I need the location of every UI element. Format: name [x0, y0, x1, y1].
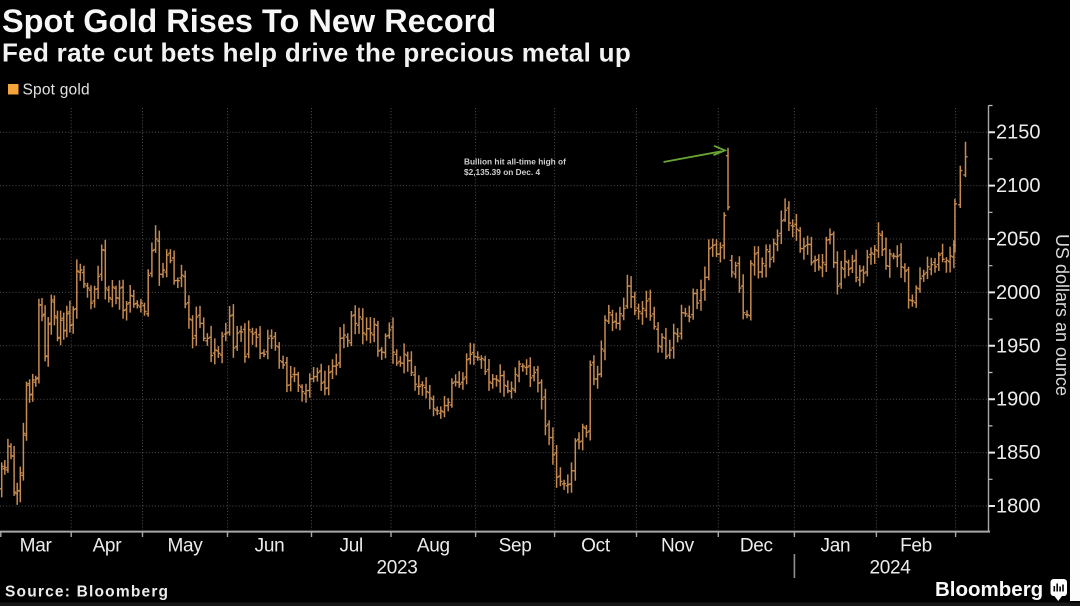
svg-text:Source: Bloomberg: Source: Bloomberg — [5, 584, 169, 601]
svg-text:2023: 2023 — [376, 558, 417, 579]
svg-text:1850: 1850 — [996, 442, 1041, 464]
svg-text:Jun: Jun — [255, 536, 285, 557]
svg-text:2150: 2150 — [996, 122, 1041, 144]
svg-text:Nov: Nov — [661, 536, 695, 557]
svg-text:2050: 2050 — [996, 229, 1041, 251]
svg-text:Bloomberg: Bloomberg — [935, 578, 1043, 601]
svg-text:Jul: Jul — [340, 536, 363, 557]
svg-text:2024: 2024 — [869, 558, 911, 579]
svg-text:2100: 2100 — [996, 175, 1041, 197]
svg-text:2000: 2000 — [996, 282, 1041, 304]
svg-text:Mar: Mar — [20, 536, 53, 557]
svg-text:1800: 1800 — [996, 496, 1041, 518]
svg-text:$2,135.39 on Dec. 4: $2,135.39 on Dec. 4 — [464, 167, 540, 177]
svg-text:Spot gold: Spot gold — [23, 82, 90, 99]
svg-text:Sep: Sep — [499, 536, 532, 557]
svg-text:Oct: Oct — [581, 536, 611, 557]
svg-text:US dollars an ounce: US dollars an ounce — [1052, 234, 1072, 396]
svg-text:Dec: Dec — [740, 536, 773, 557]
svg-text:Feb: Feb — [900, 536, 932, 557]
svg-text:Jan: Jan — [821, 536, 851, 557]
svg-text:Fed rate cut bets help drive t: Fed rate cut bets help drive the preciou… — [2, 38, 631, 68]
svg-text:May: May — [168, 536, 204, 557]
svg-text:Apr: Apr — [93, 536, 123, 557]
svg-text:Aug: Aug — [417, 536, 450, 557]
svg-text:1900: 1900 — [996, 389, 1041, 411]
svg-text:Bullion hit all-time high of: Bullion hit all-time high of — [464, 157, 566, 167]
svg-text:Spot Gold Rises To New Record: Spot Gold Rises To New Record — [2, 3, 496, 39]
svg-text:1950: 1950 — [996, 335, 1041, 357]
